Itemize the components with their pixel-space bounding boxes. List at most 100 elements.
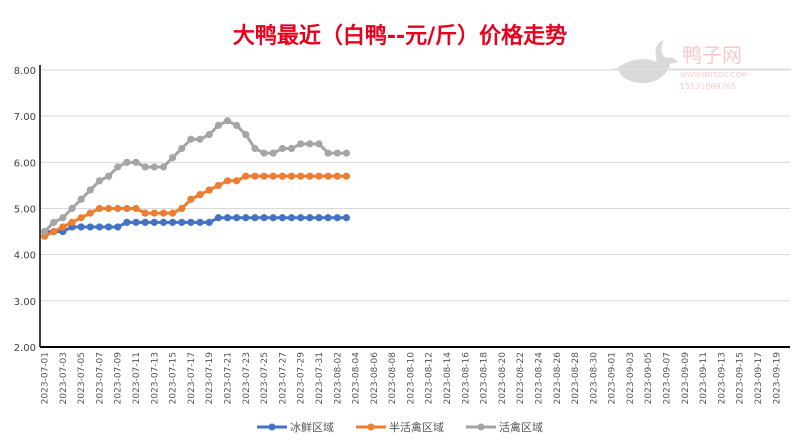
x-tick-label: 2023-07-09 [114,352,124,405]
x-tick-label: 2023-08-04 [352,352,362,405]
data-point [159,209,168,217]
data-point [306,172,314,180]
x-tick-label: 2023-08-28 [571,352,581,405]
data-point [306,214,314,222]
x-tick-label: 2023-09-07 [663,352,673,404]
svg-text:15131069765: 15131069765 [680,82,736,91]
data-point [196,191,204,199]
data-point [132,158,140,166]
data-point [169,218,177,226]
data-point [59,223,67,231]
data-point [77,195,85,203]
data-point [251,144,259,153]
data-point [159,163,168,171]
data-point [68,218,76,226]
data-point [77,223,85,231]
legend-item-semi-live[interactable]: 半活禽区域 [356,419,444,435]
x-tick-label: 2023-09-13 [717,352,727,404]
legend-item-live[interactable]: 活禽区域 [466,419,543,435]
legend-item-ice-fresh[interactable]: 冰鲜区域 [257,419,334,435]
data-point [333,172,341,180]
data-point [260,172,268,180]
data-point [269,172,277,180]
data-point [187,195,195,203]
data-point [123,218,131,226]
x-tick-label: 2023-08-06 [370,352,380,405]
data-point [169,154,177,162]
data-point [242,214,250,222]
x-tick-label: 2023-07-11 [132,352,142,404]
x-tick-label: 2023-08-16 [461,352,471,405]
chart-title: 大鸭最近（白鸭--元/斤）价格走势 [232,24,568,49]
data-point [251,214,259,222]
data-point [342,214,351,222]
data-point [150,209,158,217]
x-tick-label: 2023-08-22 [516,352,526,404]
svg-text:WWW.INTEDC.COM: WWW.INTEDC.COM [680,71,747,79]
x-tick-label: 2023-08-14 [443,352,453,405]
x-tick-label: 2023-07-29 [297,352,307,405]
legend-label: 冰鲜区域 [290,421,334,434]
x-tick-label: 2023-07-19 [205,352,215,405]
data-point [178,144,186,153]
x-tick-label: 2023-07-21 [224,352,234,404]
data-point [150,163,158,171]
x-tick-label: 2023-07-03 [59,352,69,404]
legend-label: 半活禽区域 [389,421,444,434]
data-point [278,214,286,222]
data-point [269,214,277,222]
data-point [141,209,149,217]
x-tick-label: 2023-07-31 [315,352,325,404]
data-point [95,204,104,213]
legend-marker [356,423,386,431]
data-point [242,172,250,180]
data-point [196,135,204,143]
data-point [324,149,332,157]
legend-label: 活禽区域 [499,421,543,434]
data-point [50,218,58,226]
data-point [260,214,268,222]
data-point [297,140,305,148]
data-point [242,131,250,139]
x-tick-label: 2023-07-07 [95,352,105,404]
legend-marker [257,423,287,431]
data-point [77,214,85,222]
x-tick-label: 2023-09-15 [736,352,746,404]
y-tick-label: 7.00 [14,112,36,123]
x-tick-label: 2023-08-18 [480,352,490,405]
x-tick-label: 2023-08-12 [425,352,435,404]
legend: 冰鲜区域 半活禽区域 活禽区域 [0,419,800,435]
x-tick-label: 2023-09-03 [626,352,636,404]
data-point [205,218,213,226]
y-tick-label: 3.00 [14,297,36,308]
data-point [196,218,204,226]
data-point [187,135,195,143]
series-活禽区域 [40,117,351,236]
series-冰鲜区域 [40,214,351,236]
data-point [214,121,222,129]
x-tick-label: 2023-08-20 [498,352,508,405]
data-point [287,214,296,222]
data-point [269,149,277,157]
x-tick-label: 2023-07-05 [77,352,87,404]
data-point [287,144,296,153]
data-point [278,172,286,180]
x-tick-label: 2023-08-10 [406,352,416,405]
data-point [324,214,332,222]
data-point [205,131,213,139]
series-line [43,174,347,238]
x-tick-label: 2023-09-05 [644,352,654,404]
svg-text:鸭子网: 鸭子网 [682,43,742,67]
data-point [214,181,222,190]
data-point [114,223,122,231]
x-tick-label: 2023-09-01 [608,352,618,404]
data-point [287,172,296,180]
data-point [141,218,149,226]
data-point [114,204,122,213]
data-point [132,218,140,226]
x-tick-label: 2023-07-13 [150,352,160,404]
data-point [342,172,351,180]
data-point [114,163,122,171]
data-point [306,140,314,148]
data-point [150,218,158,226]
